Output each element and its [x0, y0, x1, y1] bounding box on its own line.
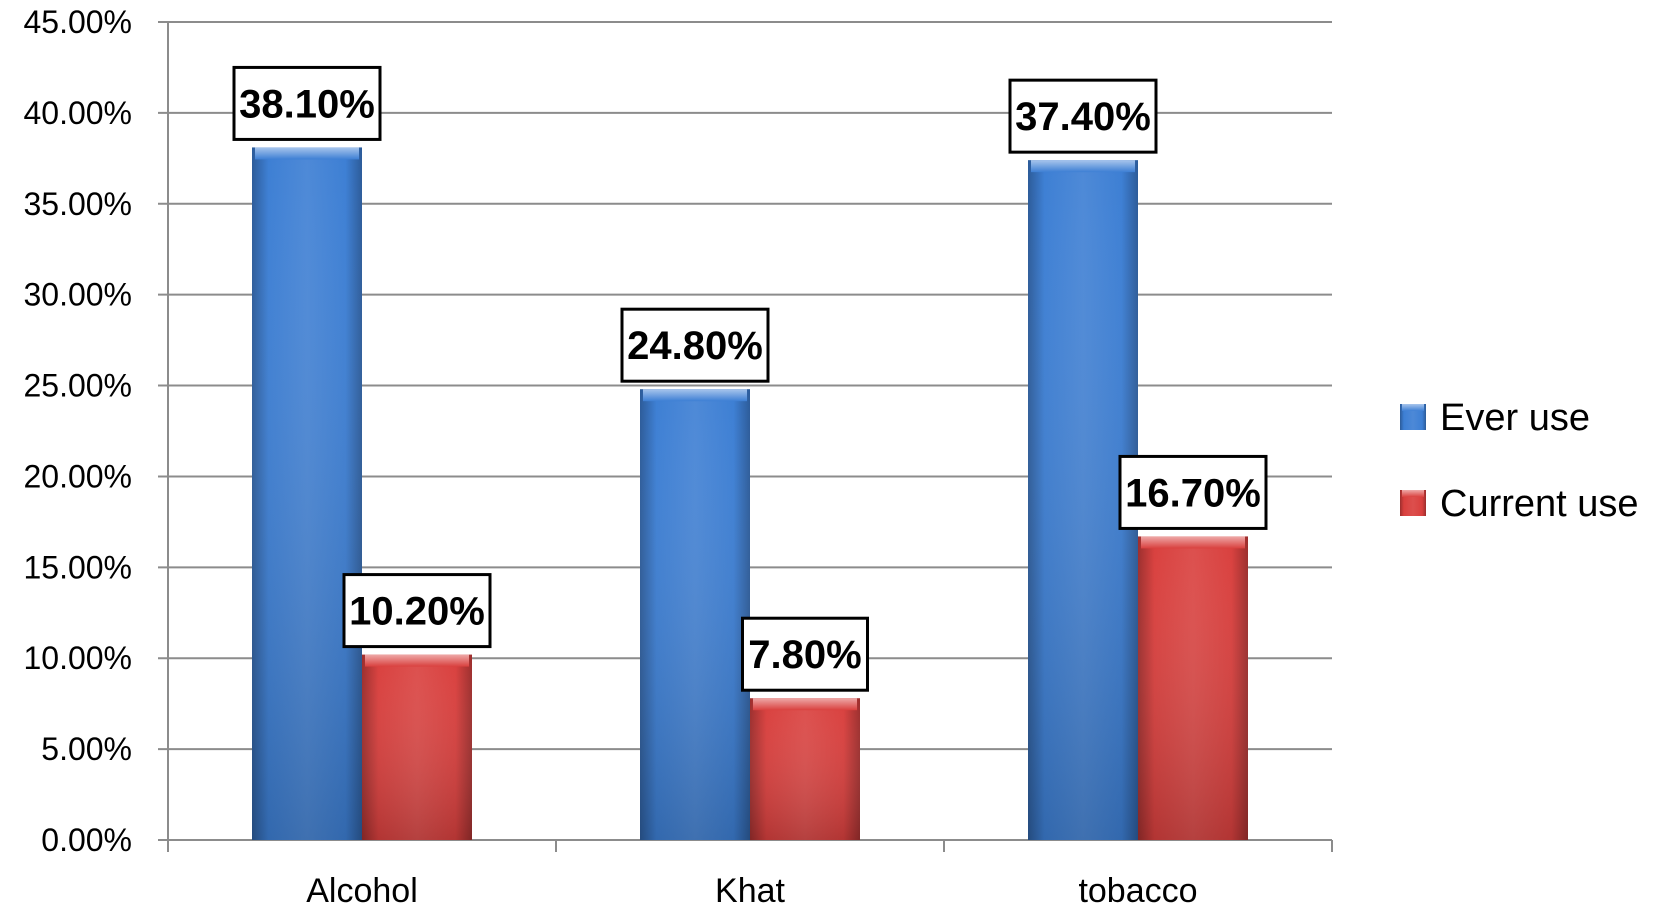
bar-shade: [750, 698, 860, 840]
data-label-box: [232, 65, 382, 141]
legend-item-ever-use: Ever use: [1400, 397, 1590, 439]
bar-cap: [1031, 160, 1135, 173]
legend-item-current-use: Current use: [1400, 483, 1639, 525]
bar-shade: [1138, 536, 1248, 840]
data-label: 7.80%: [748, 633, 861, 677]
bar-shade: [640, 389, 750, 840]
bar-cap: [365, 654, 469, 667]
data-label: 10.20%: [349, 590, 485, 634]
data-label: 16.70%: [1125, 471, 1261, 515]
bar-shade: [362, 654, 472, 840]
y-tick-label: 15.00%: [23, 549, 132, 585]
y-tick-label: 20.00%: [23, 458, 132, 494]
data-label-box: [620, 307, 770, 383]
bar-cap: [255, 147, 359, 160]
y-tick-label: 0.00%: [41, 822, 132, 858]
legend-swatch-cap: [1402, 490, 1424, 497]
bar-current-use-tobacco: [1138, 536, 1248, 840]
data-label: 24.80%: [627, 324, 763, 368]
bar-cap: [643, 389, 747, 402]
data-label: 38.10%: [239, 82, 375, 126]
y-tick-label: 25.00%: [23, 368, 132, 404]
x-tick-label: tobacco: [1078, 872, 1197, 910]
y-tick-label: 30.00%: [23, 277, 132, 313]
bar-ever-use-alcohol: [252, 147, 362, 841]
y-tick-label: 40.00%: [23, 95, 132, 131]
bar-current-use-khat: [750, 698, 860, 840]
data-label-box: [1118, 454, 1268, 530]
legend-swatch-cap: [1402, 404, 1424, 411]
data-label-box: [741, 616, 869, 692]
bar-shade: [252, 147, 362, 841]
bar-ever-use-khat: [640, 389, 750, 840]
data-label-box: [1008, 78, 1158, 154]
x-tick-label: Alcohol: [306, 872, 418, 910]
legend-label: Current use: [1440, 483, 1639, 525]
bar-cap: [753, 698, 857, 711]
y-tick-label: 45.00%: [23, 4, 132, 40]
y-tick-label: 10.00%: [23, 640, 132, 676]
bar-current-use-alcohol: [362, 654, 472, 840]
y-tick-label: 5.00%: [41, 731, 132, 767]
legend-label: Ever use: [1440, 397, 1590, 439]
data-label-box: [342, 573, 492, 649]
y-tick-label: 35.00%: [23, 186, 132, 222]
bar-cap: [1141, 536, 1245, 549]
x-tick-label: Khat: [715, 872, 785, 910]
data-label: 37.40%: [1015, 95, 1151, 139]
